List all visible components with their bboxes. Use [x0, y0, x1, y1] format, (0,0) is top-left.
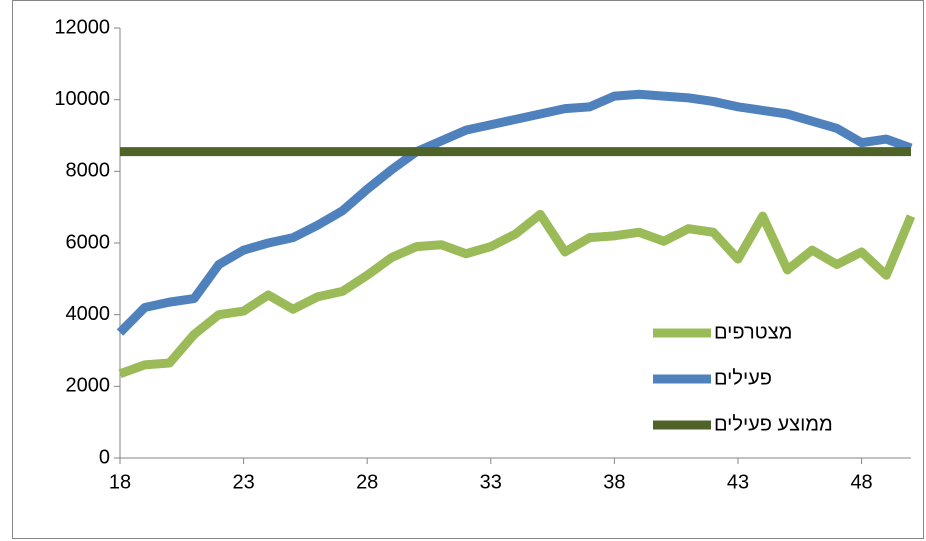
- legend-label: ממוצע פעילים: [714, 413, 833, 435]
- x-tick-label: 38: [603, 471, 625, 493]
- series-line: [118, 209, 916, 379]
- y-tick-label: 8000: [66, 160, 111, 182]
- legend-label: מצטרפים: [714, 321, 792, 343]
- series-line: [116, 89, 913, 336]
- x-tick-label: 18: [109, 471, 131, 493]
- y-tick-label: 2000: [66, 375, 111, 397]
- chart-frame: [12, 0, 924, 539]
- x-tick-label: 48: [850, 471, 872, 493]
- y-tick-label: 10000: [54, 88, 110, 110]
- legend-label: פעילים: [714, 367, 772, 389]
- y-tick-label: 4000: [66, 303, 111, 325]
- x-tick-label: 33: [480, 471, 502, 493]
- x-tick-label: 23: [232, 471, 254, 493]
- y-tick-label: 6000: [66, 231, 111, 253]
- x-tick-label: 43: [727, 471, 749, 493]
- x-tick-label: 28: [356, 471, 378, 493]
- y-tick-label: 12000: [54, 16, 110, 38]
- y-tick-label: 0: [99, 446, 110, 468]
